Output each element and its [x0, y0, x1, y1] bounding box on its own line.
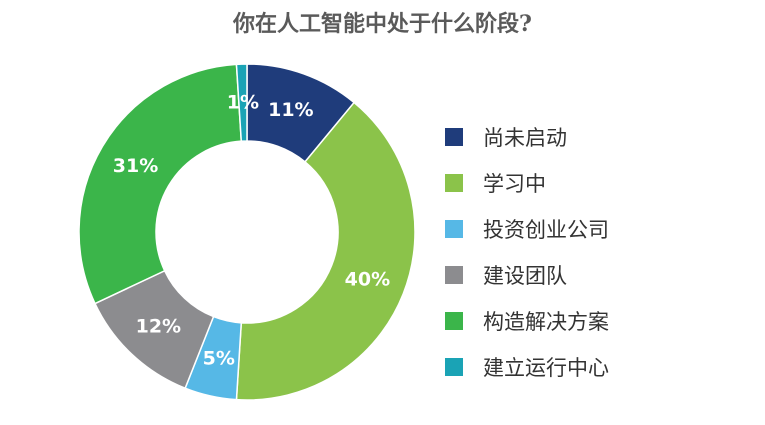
slice-label: 1%: [227, 92, 259, 114]
legend-item: 尚未启动: [445, 114, 609, 160]
legend-label: 学习中: [483, 172, 546, 196]
legend-item: 建设团队: [445, 252, 609, 298]
slice-label: 11%: [268, 99, 313, 121]
legend-item: 建立运行中心: [445, 344, 609, 390]
legend-item: 投资创业公司: [445, 206, 609, 252]
chart-title: 你在人工智能中处于什么阶段?: [233, 11, 532, 37]
legend-swatch: [445, 174, 463, 192]
legend-swatch: [445, 358, 463, 376]
legend-label: 建设团队: [483, 264, 567, 288]
legend-item: 构造解决方案: [445, 298, 609, 344]
slice-label: 31%: [113, 155, 158, 177]
legend-label: 投资创业公司: [483, 218, 609, 242]
legend: 尚未启动 学习中 投资创业公司 建设团队 构造解决方案 建立运行中心: [445, 114, 609, 390]
legend-swatch: [445, 266, 463, 284]
donut-slice: [235, 101, 416, 401]
slice-label: 12%: [136, 315, 181, 337]
slice-label: 5%: [203, 347, 235, 369]
donut-slice: [78, 63, 243, 305]
donut-slice: [235, 63, 248, 142]
legend-item: 学习中: [445, 160, 609, 206]
legend-label: 尚未启动: [483, 126, 567, 150]
legend-swatch: [445, 220, 463, 238]
legend-label: 构造解决方案: [483, 310, 609, 334]
legend-swatch: [445, 312, 463, 330]
legend-swatch: [445, 128, 463, 146]
legend-label: 建立运行中心: [483, 356, 609, 380]
slice-label: 40%: [345, 269, 390, 291]
